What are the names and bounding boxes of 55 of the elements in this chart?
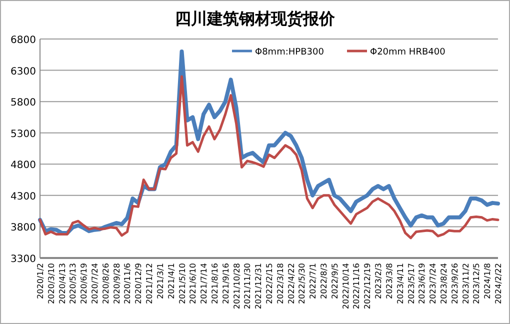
y-tick-label: 6800 (10, 35, 36, 46)
x-tick-label: 2022/2/15 (265, 263, 274, 304)
x-tick-label: 2023/6/19 (418, 263, 427, 304)
x-tick-label: 2020/9/28 (112, 263, 122, 304)
x-tick-label: 2023/9/26 (450, 263, 460, 304)
x-tick-label: 2020/11/6 (123, 263, 132, 304)
x-tick-label: 2020/6/19 (80, 263, 89, 304)
x-tick-label: 2022/7/1 (308, 263, 318, 299)
x-tick-label: 2020/4/13 (58, 263, 67, 304)
x-tick-label: 2020/12/9 (134, 263, 144, 304)
x-tick-label: 2021/3/1 (156, 263, 165, 299)
y-tick-label: 6300 (10, 66, 36, 78)
x-tick-label: 2023/2/3 (374, 263, 384, 299)
x-tick-label: 2023/5/17 (406, 263, 416, 304)
x-tick-label: 2021/4/1 (166, 263, 176, 299)
x-tick-label: 2023/3/8 (384, 263, 394, 299)
x-tick-label: 2022/3/18 (276, 263, 285, 304)
x-tick-label: 2023/8/24 (439, 263, 448, 304)
x-tick-label: 2021/12/31 (254, 263, 264, 310)
x-tick-label: 2021/8/16 (210, 263, 220, 304)
y-tick-label: 3300 (10, 254, 36, 265)
x-tick-label: 2020/3/10 (46, 263, 56, 304)
x-tick-label: 2024/1/8 (483, 263, 492, 299)
x-tick-label: 2024/2/22 (494, 263, 503, 304)
x-tick-label: 2023/11/2 (461, 263, 470, 304)
x-tick-label: 2021/5/10 (178, 263, 187, 304)
x-tick-label: 2020/8/26 (101, 263, 110, 304)
x-tick-label: 2020/5/13 (68, 263, 78, 304)
x-tick-label: 2021/9/16 (221, 263, 230, 304)
y-tick-label: 3800 (10, 222, 36, 234)
x-tick-label: 2022/8/3 (320, 263, 329, 299)
x-tick-label: 2020/1/2 (36, 263, 45, 299)
y-tick-label: 5800 (10, 98, 36, 109)
x-tick-label: 2023/7/24 (428, 263, 438, 304)
y-tick-label: 4300 (10, 191, 36, 202)
chart-title: 四川建筑钢材现货报价 (175, 9, 336, 28)
x-tick-label: 2021/10/28 (232, 263, 242, 310)
x-tick-label: 2022/12/19 (363, 263, 372, 310)
y-tick-label: 4800 (10, 160, 36, 172)
line-series (38, 75, 500, 240)
x-tick-label: 2023/12/5 (472, 263, 482, 304)
x-tick-label: 2022/4/22 (286, 263, 296, 304)
x-tick-label: 2020/7/24 (90, 263, 100, 304)
x-tick-label: 2023/4/11 (396, 263, 405, 304)
legend-label: Φ8mm:HPB300 (255, 48, 324, 58)
legend-label: Φ20mm HRB400 (370, 48, 446, 58)
x-tick-label: 2021/6/10 (188, 263, 198, 304)
y-tick-label: 5300 (10, 128, 36, 140)
x-tick-label: 2021/11/30 (243, 263, 252, 310)
x-tick-label: 2022/10/14 (341, 263, 350, 310)
x-tick-label: 2021/7/14 (200, 263, 209, 304)
x-tick-label: 2022/11/16 (352, 263, 362, 310)
x-tick-label: 2022/9/5 (330, 263, 340, 299)
x-tick-label: 2022/5/30 (298, 263, 307, 304)
x-tick-label: 2021/1/12 (145, 263, 154, 304)
